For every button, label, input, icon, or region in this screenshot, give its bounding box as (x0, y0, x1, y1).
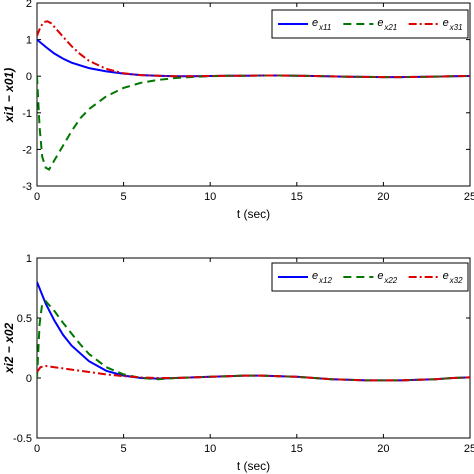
x-tick-label: 0 (34, 191, 40, 203)
x-tick-label: 15 (291, 443, 303, 455)
y-tick-label: 0.5 (17, 313, 32, 325)
legend-label-subscript: x22 (383, 276, 397, 285)
legend-label-subscript: x31 (449, 23, 463, 32)
y-tick-label: -0.5 (13, 433, 32, 445)
x-axis-label: t (sec) (237, 207, 270, 221)
legend-label-subscript: x32 (449, 276, 463, 285)
y-tick-label: -3 (22, 181, 32, 193)
x-tick-label: 10 (204, 443, 216, 455)
y-axis-label: xi1 − x01) (2, 68, 16, 123)
y-tick-label: 1 (26, 35, 32, 47)
series-line-x31 (37, 20, 470, 79)
y-tick-label: 0 (26, 71, 32, 83)
x-tick-label: 15 (291, 191, 303, 203)
y-tick-label: -2 (22, 144, 32, 156)
x-tick-label: 5 (121, 443, 127, 455)
x-axis-label: t (sec) (237, 459, 270, 473)
y-tick-label: 2 (26, 0, 32, 10)
x-tick-label: 25 (464, 191, 474, 203)
legend: e x11 e x21 e x31 (271, 9, 469, 39)
legend-label: e (377, 17, 383, 29)
y-tick-label: 0 (26, 373, 32, 385)
x-tick-label: 10 (204, 191, 216, 203)
legend-label: e (377, 270, 383, 282)
legend-label: e (312, 270, 318, 282)
legend-label-subscript: x12 (318, 276, 332, 285)
legend-label-subscript: x21 (383, 23, 397, 32)
x-tick-label: 0 (34, 443, 40, 455)
y-tick-label: 1 (26, 253, 32, 265)
y-axis-label: xi2 − x02 (2, 322, 16, 374)
series-line-x32 (37, 364, 470, 382)
series-line-x21 (37, 74, 470, 171)
legend-label: e (443, 17, 449, 29)
x-tick-label: 5 (121, 191, 127, 203)
y-tick-label: -1 (22, 108, 32, 120)
x-tick-label: 25 (464, 443, 474, 455)
legend-label-subscript: x11 (318, 23, 331, 32)
legend: e x12 e x22 e x32 (271, 262, 469, 292)
x-tick-label: 20 (377, 191, 389, 203)
legend-label: e (443, 270, 449, 282)
x-tick-label: 20 (377, 443, 389, 455)
legend-label: e (312, 17, 318, 29)
